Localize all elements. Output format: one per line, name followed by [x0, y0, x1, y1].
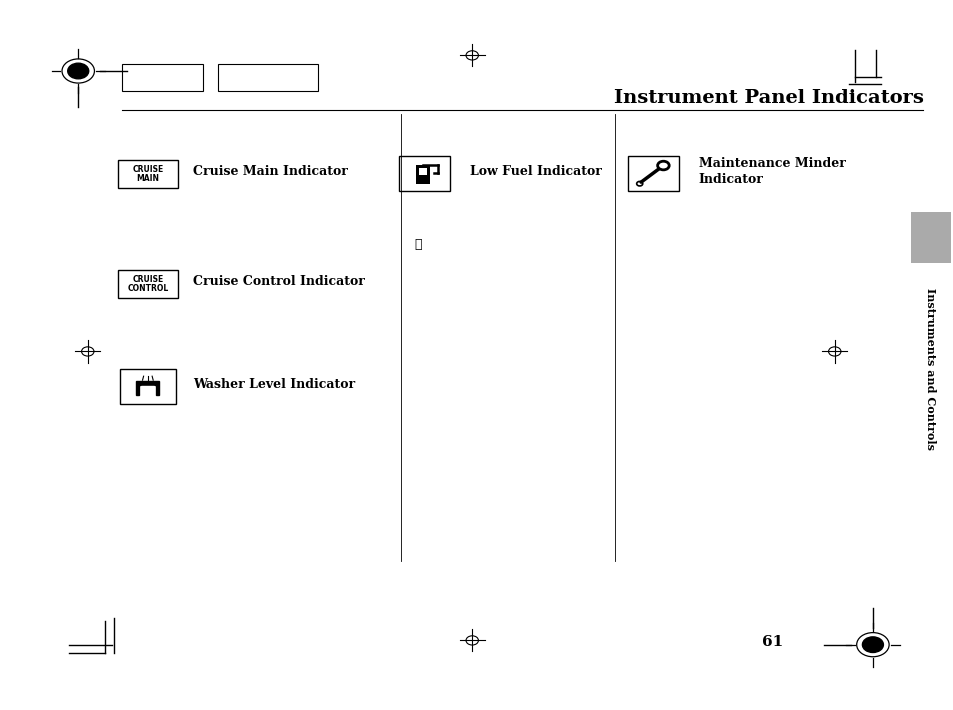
Circle shape: [68, 63, 89, 79]
Bar: [122, 64, 203, 91]
Text: Instrument Panel Indicators: Instrument Panel Indicators: [613, 89, 923, 106]
Bar: [118, 270, 177, 298]
Polygon shape: [136, 381, 159, 395]
Polygon shape: [141, 386, 154, 394]
Text: Washer Level Indicator: Washer Level Indicator: [193, 378, 355, 391]
Bar: [398, 156, 450, 192]
Bar: [627, 156, 679, 192]
Text: CRUISE: CRUISE: [132, 275, 163, 284]
Bar: [416, 165, 430, 185]
Bar: [118, 160, 177, 188]
Text: Maintenance Minder
Indicator: Maintenance Minder Indicator: [698, 158, 844, 186]
Text: MAIN: MAIN: [136, 174, 159, 182]
Text: Cruise Control Indicator: Cruise Control Indicator: [193, 275, 365, 288]
Bar: [217, 64, 317, 91]
Text: Cruise Main Indicator: Cruise Main Indicator: [193, 165, 348, 178]
Text: Instruments and Controls: Instruments and Controls: [923, 288, 935, 450]
Text: Low Fuel Indicator: Low Fuel Indicator: [469, 165, 601, 178]
Text: ℓ: ℓ: [414, 239, 421, 251]
Circle shape: [862, 637, 882, 652]
Text: 61: 61: [761, 635, 782, 649]
Bar: [910, 212, 950, 263]
Text: CONTROL: CONTROL: [127, 284, 169, 293]
Bar: [418, 168, 427, 175]
Bar: [120, 369, 175, 405]
Circle shape: [657, 161, 668, 170]
Text: CRUISE: CRUISE: [132, 165, 163, 174]
